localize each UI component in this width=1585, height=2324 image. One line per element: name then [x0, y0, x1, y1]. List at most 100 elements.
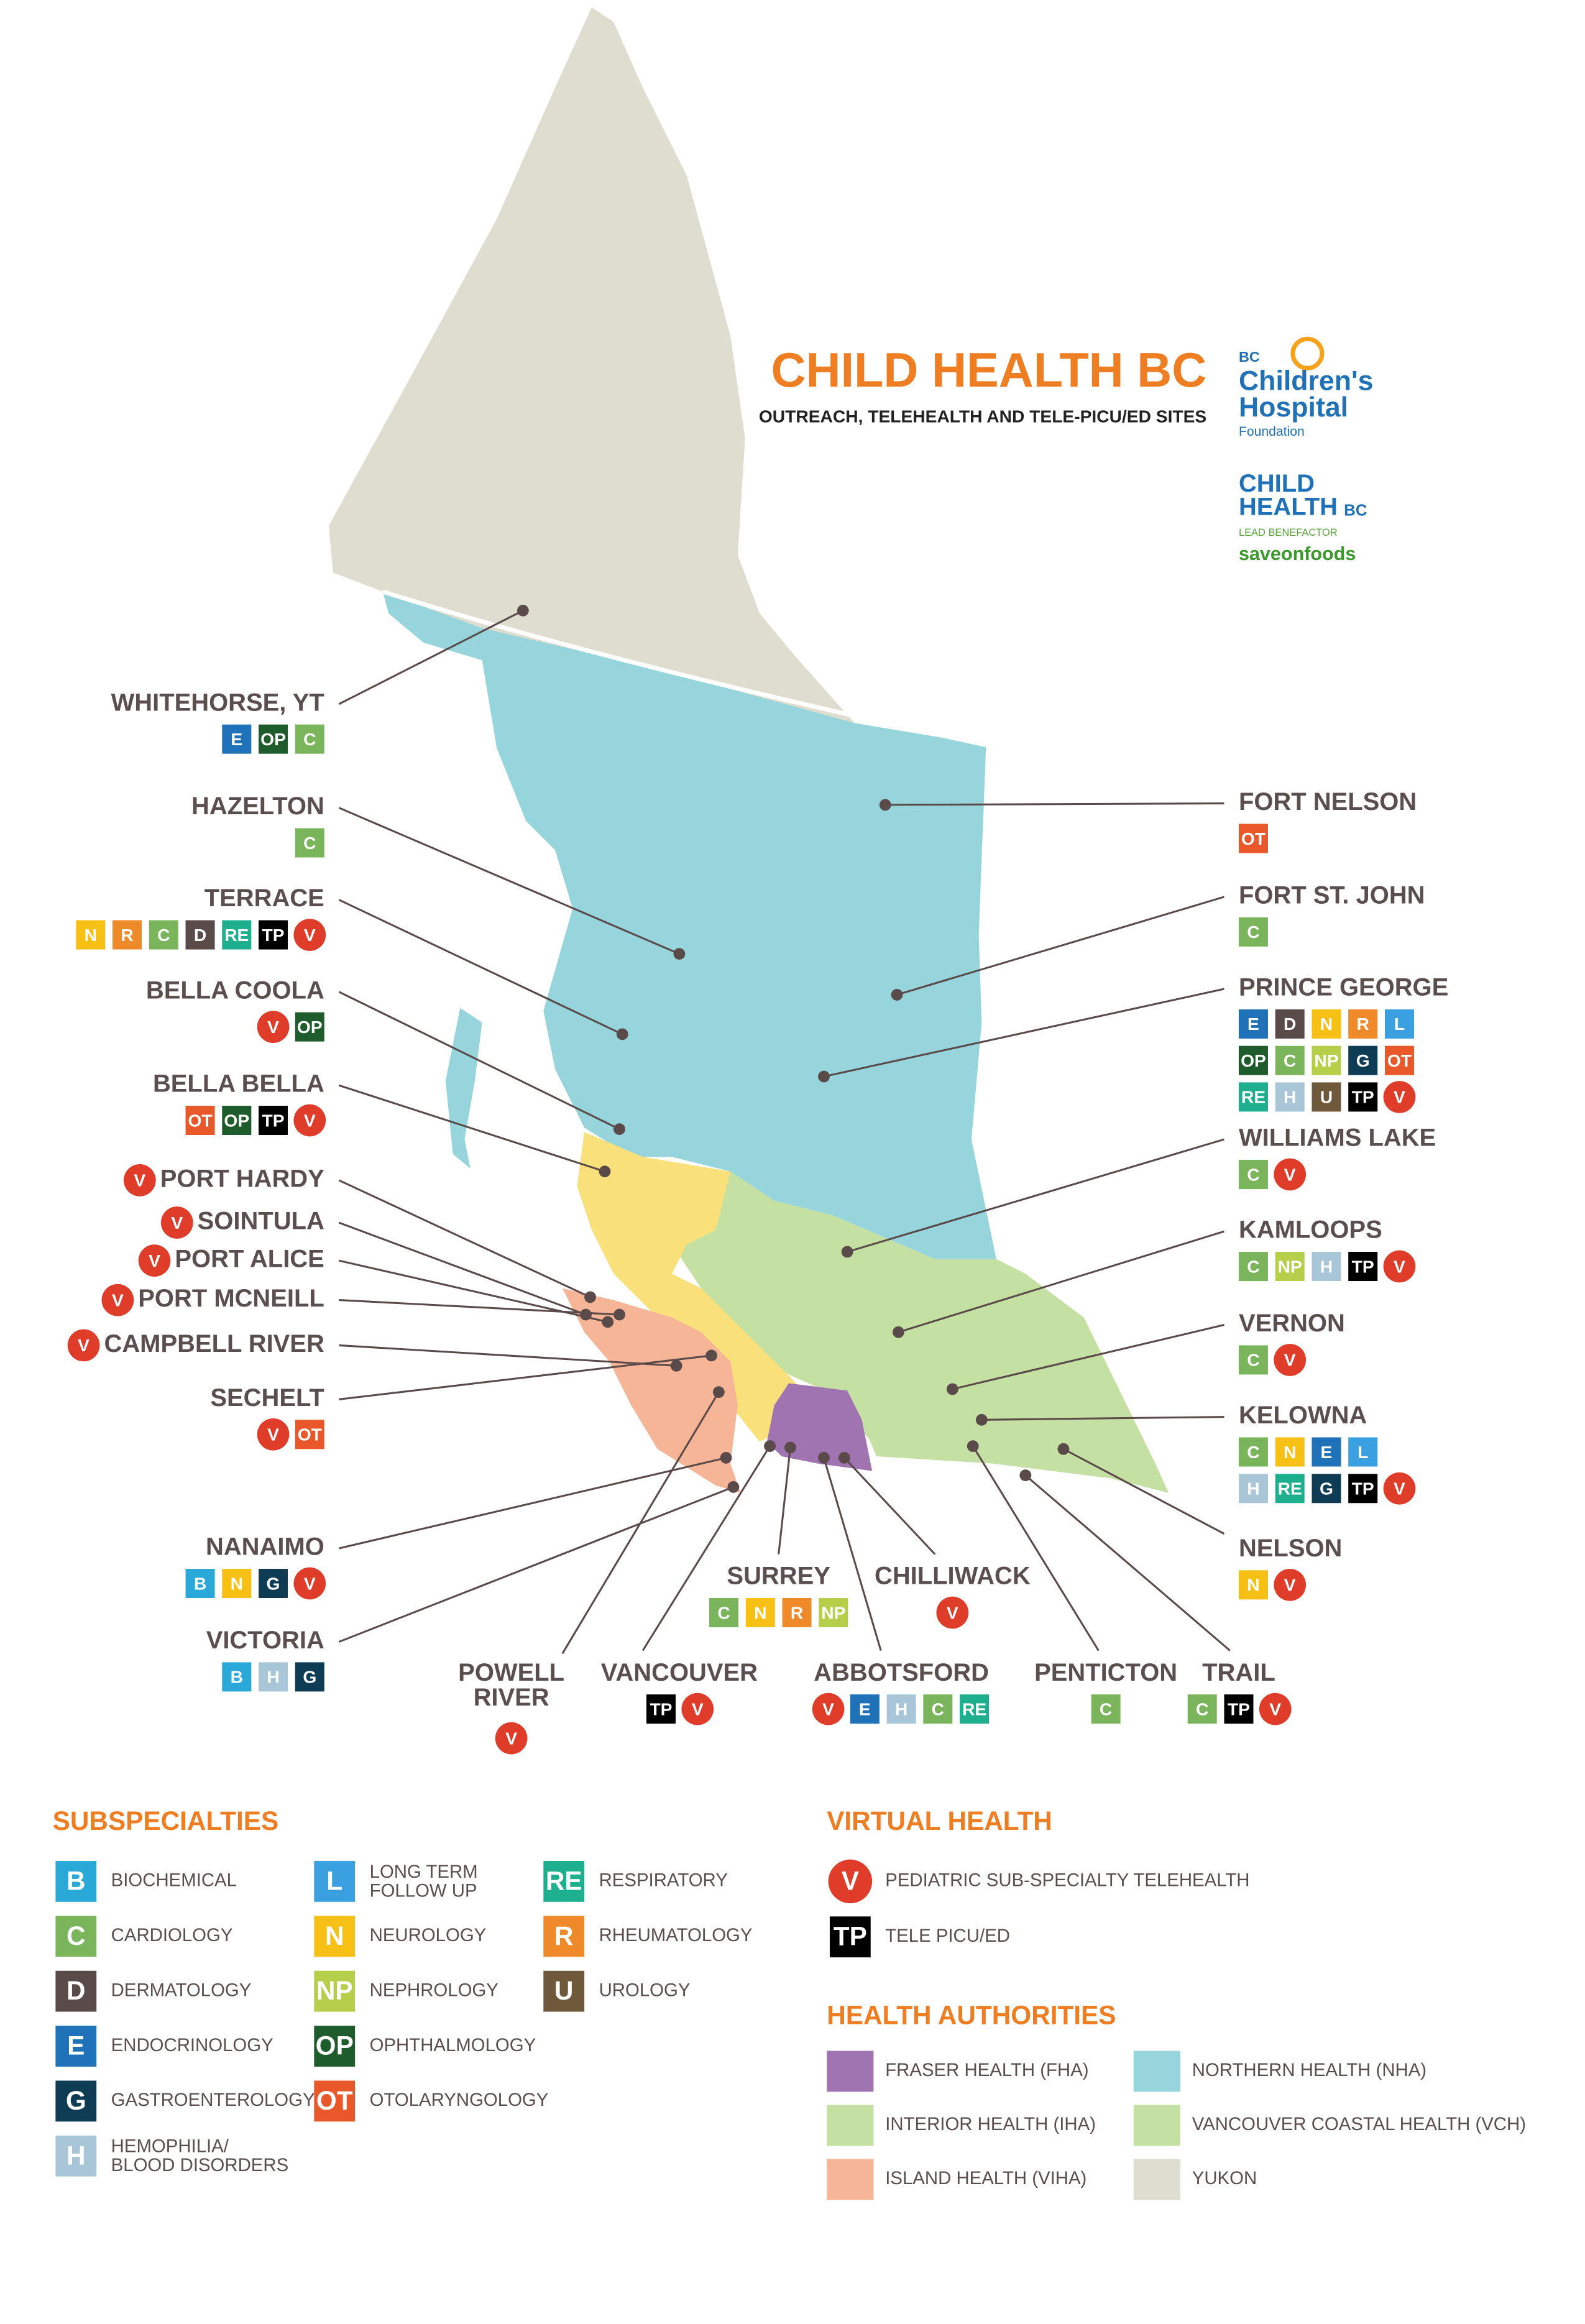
badge-label: OP — [297, 1017, 323, 1037]
badge-label: N — [1320, 1014, 1333, 1034]
badge-label: OP — [260, 729, 286, 749]
leader-line — [981, 1416, 1224, 1421]
site-dot — [967, 1440, 979, 1452]
badge — [222, 1662, 252, 1692]
badge-label: U — [554, 1976, 574, 2005]
authority-swatch — [827, 2105, 874, 2146]
site-dot — [975, 1413, 988, 1426]
badge-label: V — [1394, 1479, 1405, 1499]
v-badge — [257, 1418, 290, 1451]
badge-label: G — [1320, 1479, 1333, 1499]
leader-line — [972, 1445, 1100, 1651]
leader-line — [641, 1445, 771, 1651]
site-dot — [720, 1451, 732, 1464]
badge — [1348, 1437, 1378, 1467]
badge-label: TP — [650, 1699, 672, 1719]
badge — [259, 1106, 288, 1136]
leader-line — [1063, 1448, 1225, 1535]
v-badge — [293, 919, 326, 951]
badge-label: TP — [262, 925, 285, 945]
site-name: CAMPBELL RIVER — [104, 1330, 324, 1357]
badge — [1091, 1694, 1121, 1724]
badge-label: R — [791, 1602, 803, 1622]
site-dot — [818, 1070, 830, 1083]
badge — [295, 1012, 324, 1042]
legend-label: VANCOUVER COASTAL HEALTH (VCH) — [1192, 2114, 1526, 2134]
legend-label: INTERIOR HEALTH (IHA) — [885, 2114, 1096, 2134]
badge — [1348, 1252, 1378, 1282]
badge — [1238, 1045, 1268, 1075]
badge-label: TP — [1228, 1699, 1250, 1719]
site-dot — [584, 1291, 596, 1303]
badge — [1312, 1082, 1341, 1112]
legend-label: ISLAND HEALTH (VIHA) — [885, 2168, 1087, 2189]
coastal-region — [577, 1132, 796, 1442]
badge — [646, 1694, 676, 1724]
badge-label: R — [121, 925, 133, 945]
badge-label: B — [231, 1667, 243, 1687]
site-name: VANCOUVER — [601, 1659, 758, 1686]
leader-line — [561, 1391, 720, 1655]
badge-label: V — [78, 1335, 90, 1355]
legend-label: ENDOCRINOLOGY — [111, 2035, 273, 2055]
v-badge — [160, 1206, 193, 1239]
site-dot — [602, 1316, 614, 1328]
leader-line — [338, 899, 623, 1036]
badge — [222, 1569, 252, 1599]
legend-heading: HEALTH AUTHORITIES — [827, 2001, 1116, 2030]
badge-label: H — [267, 1667, 279, 1687]
site-name: BELLA COOLA — [146, 976, 324, 1004]
badge-label: V — [947, 1602, 958, 1622]
badge-label: C — [303, 833, 316, 853]
badge-label: OT — [188, 1110, 212, 1130]
v-badge — [681, 1692, 714, 1725]
legend-label: YUKON — [1192, 2168, 1257, 2189]
badge-label: NP — [316, 1976, 353, 2005]
badge — [1275, 1252, 1305, 1282]
title: CHILD HEALTH BC — [771, 344, 1207, 397]
v-badge — [293, 1567, 326, 1600]
badge-label: OT — [1241, 829, 1266, 848]
badge-label: C — [1247, 1350, 1259, 1370]
site-dot — [727, 1481, 740, 1493]
badge — [960, 1694, 990, 1724]
badge — [113, 920, 142, 950]
badge — [1238, 1252, 1268, 1282]
badge — [850, 1694, 880, 1724]
badge — [314, 2026, 356, 2067]
site-name: FORT ST. JOHN — [1239, 882, 1425, 909]
badge — [1238, 1474, 1268, 1504]
logo-text: HEALTH — [1239, 493, 1338, 520]
badge-label: H — [895, 1699, 907, 1719]
badge — [543, 1861, 585, 1902]
legend-label: NEUROLOGY — [370, 1925, 487, 1945]
northern-islands — [445, 1008, 482, 1169]
badge — [1312, 1474, 1341, 1504]
badge-label: R — [554, 1921, 574, 1950]
authority-swatch — [1133, 2051, 1180, 2092]
authority-swatch — [1133, 2159, 1180, 2200]
v-badge — [293, 1104, 326, 1137]
badge-label: OP — [224, 1110, 249, 1130]
badge — [1238, 1009, 1268, 1039]
v-badge — [67, 1329, 100, 1362]
site-dot — [764, 1440, 776, 1452]
legend-label: RESPIRATORY — [599, 1870, 728, 1891]
site-dot — [613, 1123, 625, 1136]
badge — [1384, 1045, 1414, 1075]
badge — [1275, 1009, 1305, 1039]
site-dot — [1019, 1469, 1032, 1481]
badge-label: C — [1284, 1050, 1296, 1070]
badge — [1238, 1082, 1268, 1112]
badge-label: G — [303, 1667, 316, 1687]
legend-label: GASTROENTEROLOGY — [111, 2090, 315, 2110]
badge-label: TP — [1352, 1256, 1374, 1276]
badge-label: R — [1357, 1014, 1369, 1034]
badge — [543, 1970, 585, 2012]
site-name: NELSON — [1239, 1535, 1342, 1562]
logo-text: BC — [1239, 349, 1260, 365]
badge-label: G — [267, 1573, 280, 1593]
badge — [185, 1106, 215, 1136]
badge — [55, 2026, 97, 2067]
badge-label: V — [1394, 1256, 1405, 1276]
